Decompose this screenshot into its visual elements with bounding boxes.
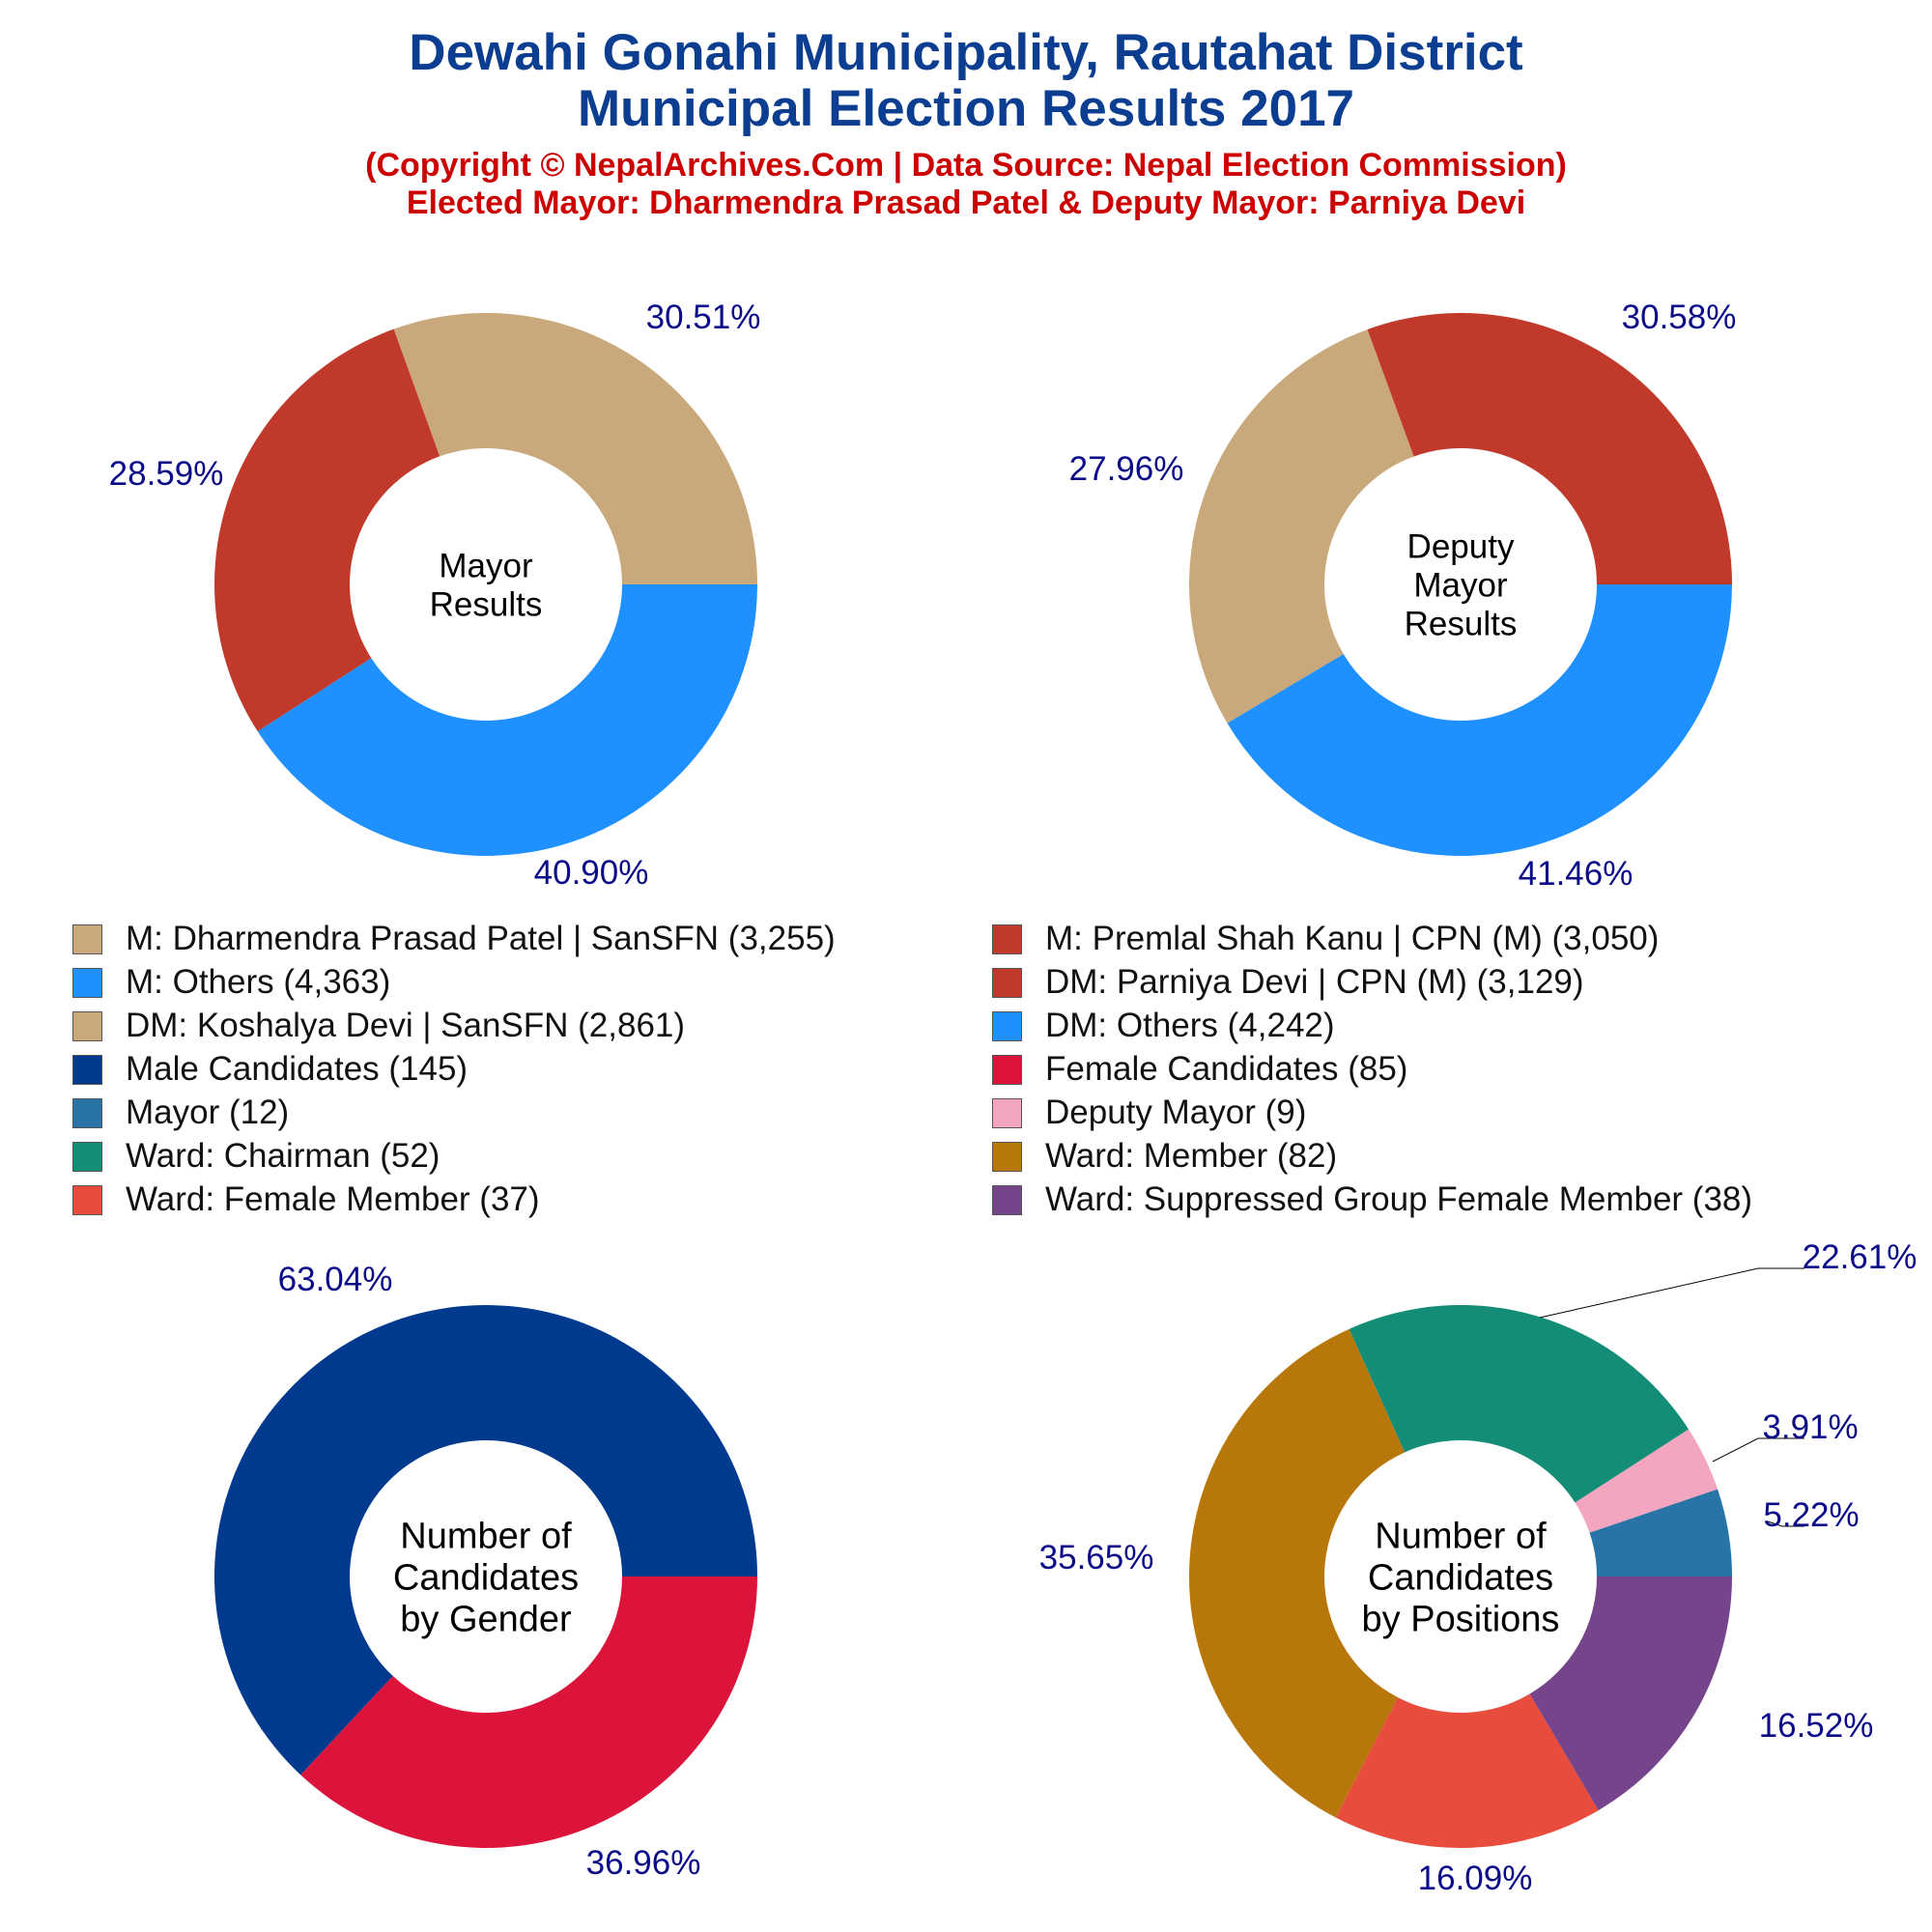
legend-swatch bbox=[72, 967, 102, 998]
legend-item: Ward: Suppressed Group Female Member (38… bbox=[992, 1179, 1752, 1221]
donut-center-label: Deputy bbox=[1407, 527, 1515, 565]
donut-slice bbox=[1575, 1429, 1719, 1533]
legend-swatch bbox=[72, 1097, 102, 1128]
donut-chart: 5.22% 3.91% 22.61% 35.65% 16.09% 16.52% Number… bbox=[1039, 1238, 1918, 1897]
legend-swatch bbox=[72, 923, 102, 954]
legend-swatch bbox=[72, 1010, 102, 1041]
slice-percent-label: 5.22% bbox=[1763, 1496, 1859, 1534]
donut-slice bbox=[1367, 312, 1733, 584]
slice-percent-label: 30.58% bbox=[1622, 298, 1737, 336]
legend-label: Ward: Female Member (37) bbox=[126, 1180, 540, 1218]
legend-swatch bbox=[72, 1184, 102, 1215]
legend-swatch bbox=[992, 1097, 1022, 1128]
slice-percent-label: 3.91% bbox=[1762, 1408, 1858, 1446]
legend-label: M: Premlal Shah Kanu | CPN (M) (3,050) bbox=[1045, 920, 1660, 957]
donut-center-label: by Gender bbox=[400, 1599, 572, 1639]
legend-item: Ward: Chairman (52) bbox=[72, 1135, 440, 1178]
legend-item: DM: Parniya Devi | CPN (M) (3,129) bbox=[992, 961, 1584, 1004]
slice-percent-label: 30.51% bbox=[646, 298, 761, 336]
legend-label: M: Others (4,363) bbox=[126, 963, 391, 1001]
legend-item: M: Premlal Shah Kanu | CPN (M) (3,050) bbox=[992, 918, 1659, 960]
label-leader-line bbox=[1712, 1437, 1804, 1463]
legend-label: DM: Parniya Devi | CPN (M) (3,129) bbox=[1045, 963, 1584, 1001]
legend-swatch bbox=[992, 1184, 1022, 1215]
legend-swatch bbox=[992, 967, 1022, 998]
donut-slice bbox=[1529, 1577, 1732, 1811]
legend-item: Mayor (12) bbox=[72, 1092, 289, 1134]
donut-center-label: Candidates bbox=[393, 1557, 579, 1598]
legend-label: Deputy Mayor (9) bbox=[1045, 1094, 1307, 1131]
legend-label: Ward: Suppressed Group Female Member (38… bbox=[1045, 1180, 1753, 1218]
slice-percent-label: 16.09% bbox=[1418, 1860, 1533, 1897]
donut-slice bbox=[393, 313, 757, 584]
legend-label: DM: Others (4,242) bbox=[1045, 1007, 1335, 1044]
legend-label: M: Dharmendra Prasad Patel | SanSFN (3,2… bbox=[126, 920, 836, 957]
slice-percent-label: 16.52% bbox=[1759, 1707, 1874, 1745]
chart-header: Dewahi Gonahi Municipality, Rautahat Dis… bbox=[0, 0, 1932, 222]
chart-legend: M: Dharmendra Prasad Patel | SanSFN (3,2… bbox=[0, 918, 1932, 1236]
slice-percent-label: 36.96% bbox=[586, 1844, 701, 1882]
donut-slice bbox=[300, 1577, 757, 1848]
donut-slice bbox=[214, 1304, 757, 1776]
donut-slice bbox=[1589, 1489, 1732, 1577]
chart-subtitle-line-2: Elected Mayor: Dharmendra Prasad Patel &… bbox=[406, 185, 1526, 221]
donut-slice bbox=[1189, 329, 1414, 724]
legend-swatch bbox=[72, 1054, 102, 1085]
donut-slice bbox=[1335, 1693, 1599, 1848]
slice-percent-label: 27.96% bbox=[1069, 450, 1184, 488]
legend-item: Female Candidates (85) bbox=[992, 1048, 1407, 1091]
slice-percent-label: 40.90% bbox=[534, 854, 649, 892]
legend-swatch bbox=[992, 1010, 1022, 1041]
donut-center-label: by Positions bbox=[1362, 1599, 1560, 1639]
legend-item: Ward: Female Member (37) bbox=[72, 1179, 540, 1221]
legend-label: Mayor (12) bbox=[126, 1094, 290, 1131]
donut-center-label: Candidates bbox=[1368, 1557, 1553, 1598]
label-leader-line bbox=[1767, 1520, 1804, 1527]
donut-center-label: Mayor bbox=[439, 547, 533, 584]
slice-percent-label: 63.04% bbox=[278, 1261, 393, 1298]
legend-item: DM: Koshalya Devi | SanSFN (2,861) bbox=[72, 1005, 685, 1047]
donut-center-label: Mayor bbox=[1413, 566, 1508, 604]
legend-item: M: Others (4,363) bbox=[72, 961, 390, 1004]
chart-title-line-2: Municipal Election Results 2017 bbox=[577, 80, 1355, 137]
legend-item: DM: Others (4,242) bbox=[992, 1005, 1335, 1047]
legend-swatch bbox=[72, 1141, 102, 1172]
legend-swatch bbox=[992, 923, 1022, 954]
donut-center-label: Number of bbox=[1375, 1516, 1547, 1556]
legend-item: Male Candidates (145) bbox=[72, 1048, 468, 1091]
legend-item: Ward: Member (82) bbox=[992, 1135, 1337, 1178]
donut-slice bbox=[213, 328, 440, 732]
slice-percent-label: 28.59% bbox=[109, 455, 224, 493]
slice-percent-label: 41.46% bbox=[1519, 855, 1634, 893]
donut-slice bbox=[1227, 584, 1732, 857]
chart-subtitle-line-1: (Copyright © NepalArchives.Com | Data So… bbox=[365, 147, 1567, 184]
donut-slice bbox=[1349, 1305, 1690, 1503]
legend-label: Ward: Chairman (52) bbox=[126, 1137, 440, 1175]
donut-slice bbox=[257, 584, 757, 856]
label-leader-line bbox=[1539, 1267, 1804, 1319]
slice-percent-label: 35.65% bbox=[1039, 1539, 1154, 1577]
slice-percent-label: 22.61% bbox=[1803, 1238, 1918, 1276]
donut-center-label: Results bbox=[1405, 605, 1518, 642]
legend-label: Male Candidates (145) bbox=[126, 1050, 469, 1088]
donut-center-label: Number of bbox=[400, 1516, 572, 1556]
legend-item: Deputy Mayor (9) bbox=[992, 1092, 1306, 1134]
donut-center-label: Results bbox=[430, 585, 543, 623]
donut-slice bbox=[1189, 1328, 1406, 1818]
legend-label: Female Candidates (85) bbox=[1045, 1050, 1408, 1088]
legend-swatch bbox=[992, 1054, 1022, 1085]
legend-label: Ward: Member (82) bbox=[1045, 1137, 1338, 1175]
legend-item: M: Dharmendra Prasad Patel | SanSFN (3,2… bbox=[72, 918, 836, 960]
legend-label: DM: Koshalya Devi | SanSFN (2,861) bbox=[126, 1007, 686, 1044]
chart-title-line-1: Dewahi Gonahi Municipality, Rautahat Dis… bbox=[409, 24, 1523, 81]
legend-swatch bbox=[992, 1141, 1022, 1172]
